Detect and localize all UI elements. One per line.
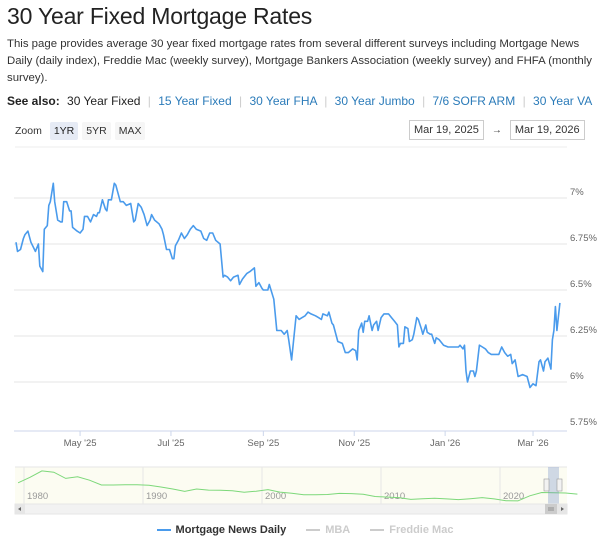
arrow-right-icon bbox=[561, 507, 564, 511]
zoom-max-button[interactable]: MAX bbox=[114, 122, 146, 140]
legend-swatch bbox=[370, 529, 385, 531]
date-from-input[interactable]: Mar 19, 2025 bbox=[409, 120, 484, 140]
legend-item-mortgage-news-daily[interactable]: Mortgage News Daily bbox=[156, 524, 287, 536]
legend-item-mba[interactable]: MBA bbox=[306, 524, 350, 536]
zoom-5yr-button[interactable]: 5YR bbox=[82, 122, 111, 140]
divider: | bbox=[522, 94, 526, 108]
link-7-6-sofr-arm[interactable]: 7/6 SOFR ARM bbox=[432, 94, 516, 108]
navigator-series-line bbox=[17, 470, 578, 502]
navigator-selection[interactable] bbox=[548, 467, 559, 504]
divider: | bbox=[422, 94, 426, 108]
date-to-input[interactable]: Mar 19, 2026 bbox=[509, 120, 585, 140]
page-description: This page provides average 30 year fixed… bbox=[7, 38, 592, 84]
x-tick-label: Jul '25 bbox=[157, 438, 184, 449]
page-title: 30 Year Fixed Mortgage Rates bbox=[7, 3, 313, 29]
y-tick-label: 6% bbox=[570, 371, 584, 382]
legend-swatch bbox=[156, 529, 171, 531]
see-also-current: 30 Year Fixed bbox=[67, 94, 141, 108]
link-15-year-fixed[interactable]: 15 Year Fixed bbox=[158, 94, 232, 108]
zoom-controls: Zoom 1YR 5YR MAX bbox=[15, 122, 146, 140]
legend-swatch bbox=[306, 529, 321, 531]
navigator-tick-label: 1980 bbox=[27, 491, 48, 502]
chart-legend: Mortgage News Daily MBA Freddie Mac bbox=[0, 524, 610, 536]
divider: | bbox=[324, 94, 328, 108]
legend-label: Mortgage News Daily bbox=[175, 524, 287, 536]
navigator-scrollbar[interactable] bbox=[14, 503, 568, 515]
x-tick-label: Nov '25 bbox=[338, 438, 370, 449]
navigator-right-handle[interactable] bbox=[556, 478, 563, 492]
legend-item-freddie-mac[interactable]: Freddie Mac bbox=[370, 524, 453, 536]
navigator-background bbox=[15, 467, 567, 504]
link-30-year-va[interactable]: 30 Year VA bbox=[533, 94, 593, 108]
arrow-left-icon bbox=[18, 507, 21, 511]
navigator-left-handle[interactable] bbox=[543, 478, 550, 492]
legend-label: MBA bbox=[325, 524, 351, 536]
zoom-1yr-button[interactable]: 1YR bbox=[49, 122, 79, 140]
x-tick-label: Jan '26 bbox=[430, 438, 460, 449]
y-tick-label: 7% bbox=[570, 187, 584, 198]
see-also-label: See also: bbox=[7, 94, 60, 108]
x-tick-label: Sep '25 bbox=[247, 438, 279, 449]
y-tick-label: 5.75% bbox=[570, 417, 597, 428]
see-also-bar: See also: 30 Year Fixed | 15 Year Fixed … bbox=[7, 93, 607, 109]
page-header: 30 Year Fixed Mortgage Rates This page p… bbox=[7, 2, 607, 109]
divider: | bbox=[238, 94, 243, 108]
y-tick-label: 6.25% bbox=[570, 325, 597, 336]
divider: | bbox=[147, 94, 151, 108]
y-tick-label: 6.75% bbox=[570, 233, 597, 244]
grip-icon bbox=[548, 507, 554, 511]
x-tick-label: Mar '26 bbox=[517, 438, 548, 449]
date-range: Mar 19, 2025 → Mar 19, 2026 bbox=[409, 120, 585, 140]
navigator-tick-label: 2010 bbox=[384, 491, 405, 502]
arrow-right-icon: → bbox=[491, 124, 502, 136]
link-30-year-fha[interactable]: 30 Year FHA bbox=[249, 94, 317, 108]
navigator-tick-label: 1990 bbox=[146, 491, 167, 502]
series-line-mortgage-news-daily bbox=[15, 182, 561, 389]
navigator-tick-label: 2000 bbox=[265, 491, 286, 502]
zoom-label: Zoom bbox=[15, 125, 42, 137]
link-30-year-jumbo[interactable]: 30 Year Jumbo bbox=[334, 94, 415, 108]
legend-label: Freddie Mac bbox=[389, 524, 454, 536]
x-tick-label: May '25 bbox=[64, 438, 97, 449]
navigator-tick-label: 2020 bbox=[503, 491, 524, 502]
y-tick-label: 6.5% bbox=[570, 279, 592, 290]
